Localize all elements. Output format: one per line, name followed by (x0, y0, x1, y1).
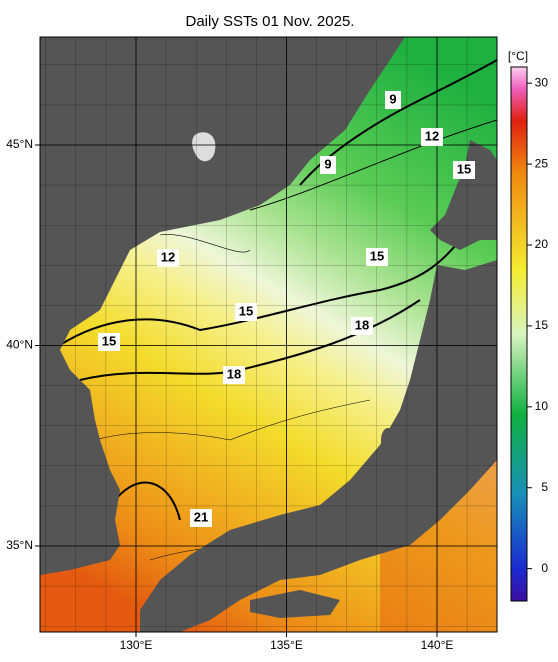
x-tick-label: 140°E (421, 638, 454, 652)
colorbar-tick-label: 20 (535, 237, 549, 251)
colorbar-tick-label: 5 (541, 480, 548, 494)
x-tick-label: 130°E (120, 638, 153, 652)
contour-label-text: 15 (239, 303, 253, 318)
contour-label: 18 (351, 317, 373, 335)
contour-label-text: 15 (370, 248, 384, 263)
contour-label: 21 (190, 509, 212, 527)
axes: 130°E 135°E 140°E 45°N 40°N 35°N 0 5 10 15 20 25 30 (6, 75, 548, 652)
contour-label: 9 (385, 91, 401, 109)
map-frame (39, 36, 498, 633)
lake (192, 132, 216, 162)
sado-island (381, 428, 395, 452)
honshu (140, 260, 497, 632)
contour-label: 15 (235, 303, 257, 321)
colorbar-tick-label: 10 (535, 399, 549, 413)
y-tick-label: 45°N (6, 137, 33, 151)
contour-labels: 9 9 12 12 15 15 15 15 18 18 21 (98, 91, 475, 527)
contour-label-text: 18 (227, 366, 241, 381)
contour-label-text: 9 (389, 91, 396, 106)
contour-label: 12 (157, 249, 179, 267)
contour-label-text: 18 (355, 317, 369, 332)
contour-label: 12 (421, 128, 443, 146)
contour-label: 15 (366, 248, 388, 266)
hokkaido (430, 140, 497, 250)
contour-label-text: 12 (425, 128, 439, 143)
colorbar-tick-label: 30 (535, 75, 549, 89)
contour-label: 18 (223, 366, 245, 384)
colorbar-tick-label: 0 (541, 561, 548, 575)
contour-label: 15 (98, 333, 120, 351)
colorbar-tick-label: 25 (535, 156, 549, 170)
map-title: Daily SSTs 01 Nov. 2025. (186, 13, 355, 30)
contour-label: 9 (320, 156, 336, 174)
colorbar-unit: [°C] (508, 49, 528, 63)
grid (40, 37, 497, 632)
contour-label-text: 12 (161, 249, 175, 264)
oki-island (309, 525, 321, 535)
shikoku (250, 590, 340, 618)
y-tick-label: 35°N (6, 538, 33, 552)
y-tick-label: 40°N (6, 338, 33, 352)
x-tick-label: 135°E (270, 638, 303, 652)
contour-label: 15 (453, 161, 475, 179)
contour-label-text: 15 (457, 161, 471, 176)
colorbar (510, 66, 528, 602)
colorbar-tick-label: 15 (535, 318, 549, 332)
continent (40, 37, 405, 575)
contour-label-text: 9 (324, 156, 331, 171)
contour-label-text: 21 (194, 509, 208, 524)
contour-label-text: 15 (102, 333, 116, 348)
